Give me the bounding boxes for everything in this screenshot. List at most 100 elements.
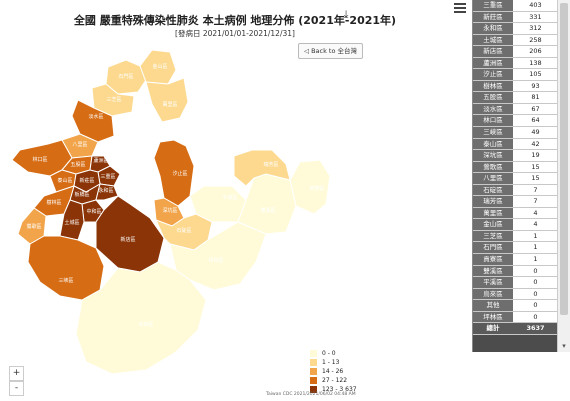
table-row: 鶯歌區 15 [473, 161, 558, 174]
legend-item: 27 - 122 [310, 376, 357, 385]
district-region[interactable] [95, 195, 165, 273]
table-row: 樹林區 93 [473, 80, 558, 93]
legend-swatch [310, 377, 317, 384]
district-label: 土城區 [64, 219, 79, 226]
case-table: 三重區 403 新莊區 331 永和區 312 土城區 258 新店區 206 蘆洲區 138 汐止區 1… [472, 0, 559, 352]
table-row: 三峽區 49 [473, 127, 558, 139]
case-count-cell: 105 [513, 69, 558, 80]
legend-swatch [310, 359, 317, 366]
case-count-cell: 1 [513, 230, 558, 242]
district-name-cell: 新莊區 [473, 11, 513, 23]
district-name-cell: 永和區 [473, 23, 513, 34]
district-label: 瑞芳區 [263, 161, 278, 168]
district-label: 新莊區 [79, 177, 94, 184]
district-region[interactable] [95, 183, 119, 201]
table-row: 汐止區 105 [473, 69, 558, 81]
district-label: 貢寮區 [309, 185, 324, 192]
district-region[interactable] [153, 139, 195, 207]
table-row: 坪林區 0 [473, 311, 558, 324]
district-region[interactable] [75, 261, 207, 375]
case-count-cell: 15 [513, 161, 558, 173]
table-row: 八里區 15 [473, 173, 558, 185]
district-label: 樹林區 [46, 199, 61, 206]
district-label: 永和區 [98, 187, 113, 194]
district-label: 萬里區 [162, 101, 177, 108]
table-row: 平溪區 0 [473, 277, 558, 289]
case-count-cell: 49 [513, 127, 558, 138]
table-scrollbar[interactable]: ▾ [557, 0, 570, 352]
district-label: 淡水區 [88, 113, 103, 120]
menu-icon[interactable] [453, 1, 467, 15]
district-name-cell: 深坑區 [473, 150, 513, 161]
district-region[interactable] [155, 213, 213, 251]
district-label: 板橋區 [74, 191, 89, 198]
district-region[interactable] [145, 77, 189, 123]
case-count-cell: 7 [513, 184, 558, 196]
scroll-down-icon[interactable]: ▾ [562, 342, 566, 350]
download-icon[interactable]: ⤓ [343, 8, 349, 21]
district-name-cell: 平溪區 [473, 277, 513, 288]
table-row: 貢寮區 1 [473, 254, 558, 266]
case-count-cell: 67 [513, 103, 558, 115]
table-row: 淡水區 67 [473, 103, 558, 116]
map-subtitle: [發病日 2021/01/01-2021/12/31] [175, 29, 295, 38]
case-count-cell: 42 [513, 138, 558, 150]
legend-label: 0 - 0 [322, 350, 336, 357]
district-label: 烏來區 [138, 321, 153, 328]
district-label: 深坑區 [162, 207, 177, 214]
district-label: 新店區 [120, 236, 135, 243]
map-title: 全國 嚴重特殊傳染性肺炎 本土病例 地理分佈 (2021年-2021年) [73, 14, 397, 27]
district-label: 三峽區 [58, 277, 73, 284]
table-row: 石門區 1 [473, 242, 558, 255]
case-count-cell: 0 [513, 277, 558, 288]
zoom-in-button[interactable]: + [9, 366, 24, 381]
district-label: 鶯歌區 [26, 223, 41, 230]
legend-label: 123 - 3 637 [322, 386, 357, 393]
district-region[interactable] [233, 149, 291, 187]
legend-item: 0 - 0 [310, 349, 357, 358]
district-name-cell: 萬里區 [473, 207, 513, 219]
case-count-cell: 81 [513, 92, 558, 103]
legend-label: 1 - 13 [322, 359, 340, 366]
district-label: 汐止區 [172, 170, 187, 177]
district-region[interactable] [71, 99, 115, 143]
case-count-cell: 138 [513, 57, 558, 69]
table-row: 其他 0 [473, 300, 558, 312]
district-name-cell: 五股區 [473, 92, 513, 103]
scroll-thumb[interactable] [560, 3, 568, 315]
district-label: 八里區 [72, 142, 87, 148]
district-label: 雙溪區 [260, 207, 275, 214]
district-label: 中和區 [86, 208, 101, 215]
district-name-cell: 八里區 [473, 173, 513, 184]
district-label: 三重區 [100, 173, 115, 180]
case-count-cell: 4 [513, 219, 558, 230]
district-name-cell: 樹林區 [473, 80, 513, 92]
district-region[interactable] [289, 159, 331, 215]
district-name-cell: 汐止區 [473, 69, 513, 80]
district-name-cell: 石碇區 [473, 184, 513, 196]
legend-swatch [310, 350, 317, 357]
case-count-cell: 93 [513, 80, 558, 92]
district-region[interactable] [27, 235, 105, 301]
case-count-cell: 3637 [513, 323, 558, 334]
district-label: 五股區 [70, 162, 85, 168]
table-row: 新店區 206 [473, 46, 558, 58]
legend: 0 - 0 1 - 13 14 - 26 27 - 122 123 - 3 637 [310, 349, 357, 394]
district-name-cell: 三重區 [473, 0, 513, 11]
legend-swatch [310, 386, 317, 393]
table-row: 蘆洲區 138 [473, 57, 558, 70]
table-row: 三芝區 1 [473, 230, 558, 243]
case-count-cell: 312 [513, 23, 558, 34]
district-label: 林口區 [32, 156, 47, 163]
case-count-cell: 1 [513, 242, 558, 254]
district-name-cell: 石門區 [473, 242, 513, 254]
case-count-cell: 0 [513, 300, 558, 311]
back-to-taiwan-button[interactable]: ◁ Back to 全台灣 [298, 43, 364, 59]
case-count-cell: 64 [513, 115, 558, 127]
district-name-cell: 新店區 [473, 46, 513, 57]
legend-label: 27 - 122 [322, 377, 348, 384]
zoom-out-button[interactable]: - [9, 381, 24, 396]
district-name-cell: 三峽區 [473, 127, 513, 138]
